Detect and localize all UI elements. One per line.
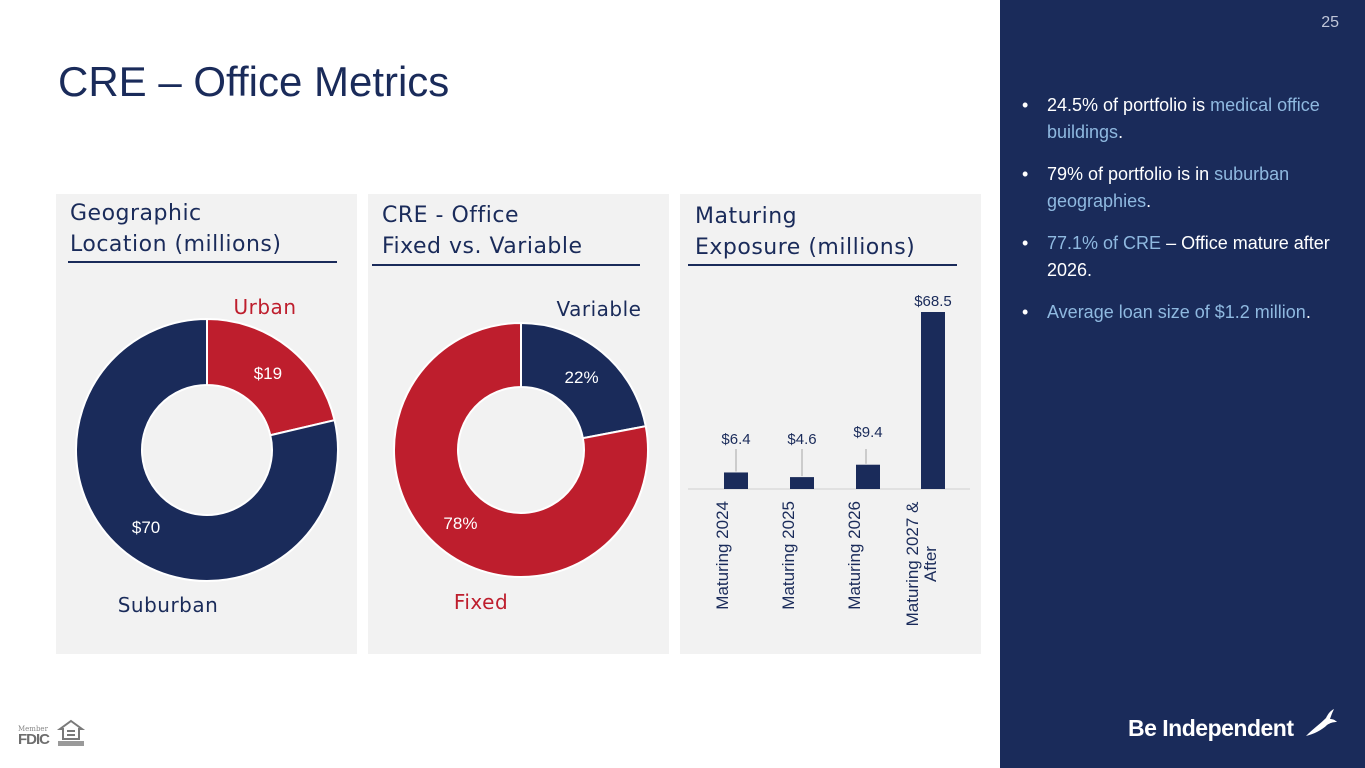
brand-wordmark: Be Independent <box>1128 715 1294 741</box>
slide-title: CRE – Office Metrics <box>58 58 450 105</box>
maturing-exposure-panel: Maturing Exposure (millions) $6.4 Maturin… <box>680 194 981 654</box>
category-tick-text: Maturing 2025 <box>779 501 798 610</box>
panel-title-line2: Location (millions) <box>70 232 282 257</box>
highlighted-text: medical office buildings <box>1047 95 1320 142</box>
variable-category-label: Variable <box>557 297 642 321</box>
category-tick-label: Maturing 2024 <box>713 501 732 610</box>
fdic-member-label: Member <box>18 725 48 733</box>
bar <box>921 312 945 489</box>
panel-divider <box>372 264 640 266</box>
category-tick-text: After <box>921 546 940 582</box>
geographic-donut-chart: $19 Urban $70 Suburban <box>75 295 339 617</box>
category-tick-label: Maturing 2027 & After <box>903 501 940 626</box>
bar-value-label: $6.4 <box>721 431 750 448</box>
fixed-value-label: 78% <box>443 514 477 533</box>
panel-divider <box>68 261 337 263</box>
body-text: . <box>1305 302 1311 322</box>
highlighted-text: 77.1% of CRE <box>1047 233 1162 253</box>
bar <box>790 477 814 489</box>
key-point-item: 79% of portfolio is in suburban geograph… <box>1020 161 1340 214</box>
key-point-item: 77.1% of CRE – Office mature after 2026. <box>1020 230 1340 283</box>
bar-value-label: $9.4 <box>853 424 882 441</box>
body-text: 79% of portfolio is in <box>1047 164 1215 184</box>
variable-slice <box>520 321 647 440</box>
key-point-item: 24.5% of portfolio is medical office bui… <box>1020 92 1340 145</box>
bar-value-label: $4.6 <box>787 431 816 448</box>
bar <box>724 472 748 489</box>
bar-value-label: $68.5 <box>914 293 952 310</box>
category-tick-text: Maturing 2027 & <box>903 501 922 626</box>
panel-title-line1: Geographic <box>70 201 202 226</box>
urban-category-label: Urban <box>234 295 297 319</box>
body-text: . <box>1146 190 1152 211</box>
suburban-category-label: Suburban <box>118 593 219 617</box>
highlighted-text: suburban geographies <box>1047 164 1290 211</box>
maturing-exposure-panel-title: Maturing Exposure (millions) <box>695 201 915 263</box>
panel-title-line1: CRE - Office <box>382 203 520 228</box>
highlighted-text: Average loan size of $1.2 million <box>1047 302 1306 322</box>
category-tick-text: Maturing 2026 <box>845 501 864 610</box>
category-tick-text: Maturing 2024 <box>713 501 732 610</box>
key-points-list: 24.5% of portfolio is medical office bui… <box>1020 92 1340 342</box>
body-text: – Office mature after 2026. <box>1047 233 1330 280</box>
geographic-panel-title: Geographic Location (millions) <box>70 198 281 260</box>
category-tick-label: Maturing 2025 <box>779 501 798 610</box>
urban-value-label: $19 <box>254 364 282 383</box>
geographic-panel: Geographic Location (millions) $19 Urban $… <box>56 194 357 654</box>
page-number: 25 <box>1321 14 1339 31</box>
fixed-variable-panel: CRE - Office Fixed vs. Variable 22% Varia… <box>368 194 669 654</box>
body-text: . <box>1118 121 1124 142</box>
key-point-item: Average loan size of $1.2 million. <box>1020 299 1340 326</box>
equal-housing-lender-icon <box>56 719 86 746</box>
fixed-variable-donut-chart: 22% Variable 78% Fixed <box>393 297 649 614</box>
fdic-wordmark: FDIC <box>18 731 50 748</box>
suburban-slice <box>75 317 339 582</box>
fixed-variable-panel-title: CRE - Office Fixed vs. Variable <box>382 200 583 262</box>
panel-title-line2: Fixed vs. Variable <box>382 234 583 259</box>
bar <box>856 464 880 489</box>
maturing-bar-chart: $6.4 Maturing 2024 $4.6 Maturing 2025 $9.4 Ma… <box>688 293 970 626</box>
suburban-value-label: $70 <box>132 518 160 537</box>
category-tick-label: Maturing 2026 <box>845 501 864 610</box>
panel-title-line1: Maturing <box>695 204 798 229</box>
variable-value-label: 22% <box>565 368 599 387</box>
urban-slice <box>206 317 336 437</box>
body-text: 24.5% of portfolio is <box>1047 95 1211 115</box>
fixed-slice <box>393 321 649 578</box>
bird-logo-icon <box>1306 709 1337 736</box>
panel-title-line2: Exposure (millions) <box>695 235 916 260</box>
fixed-category-label: Fixed <box>454 590 508 614</box>
panel-divider <box>688 264 957 266</box>
